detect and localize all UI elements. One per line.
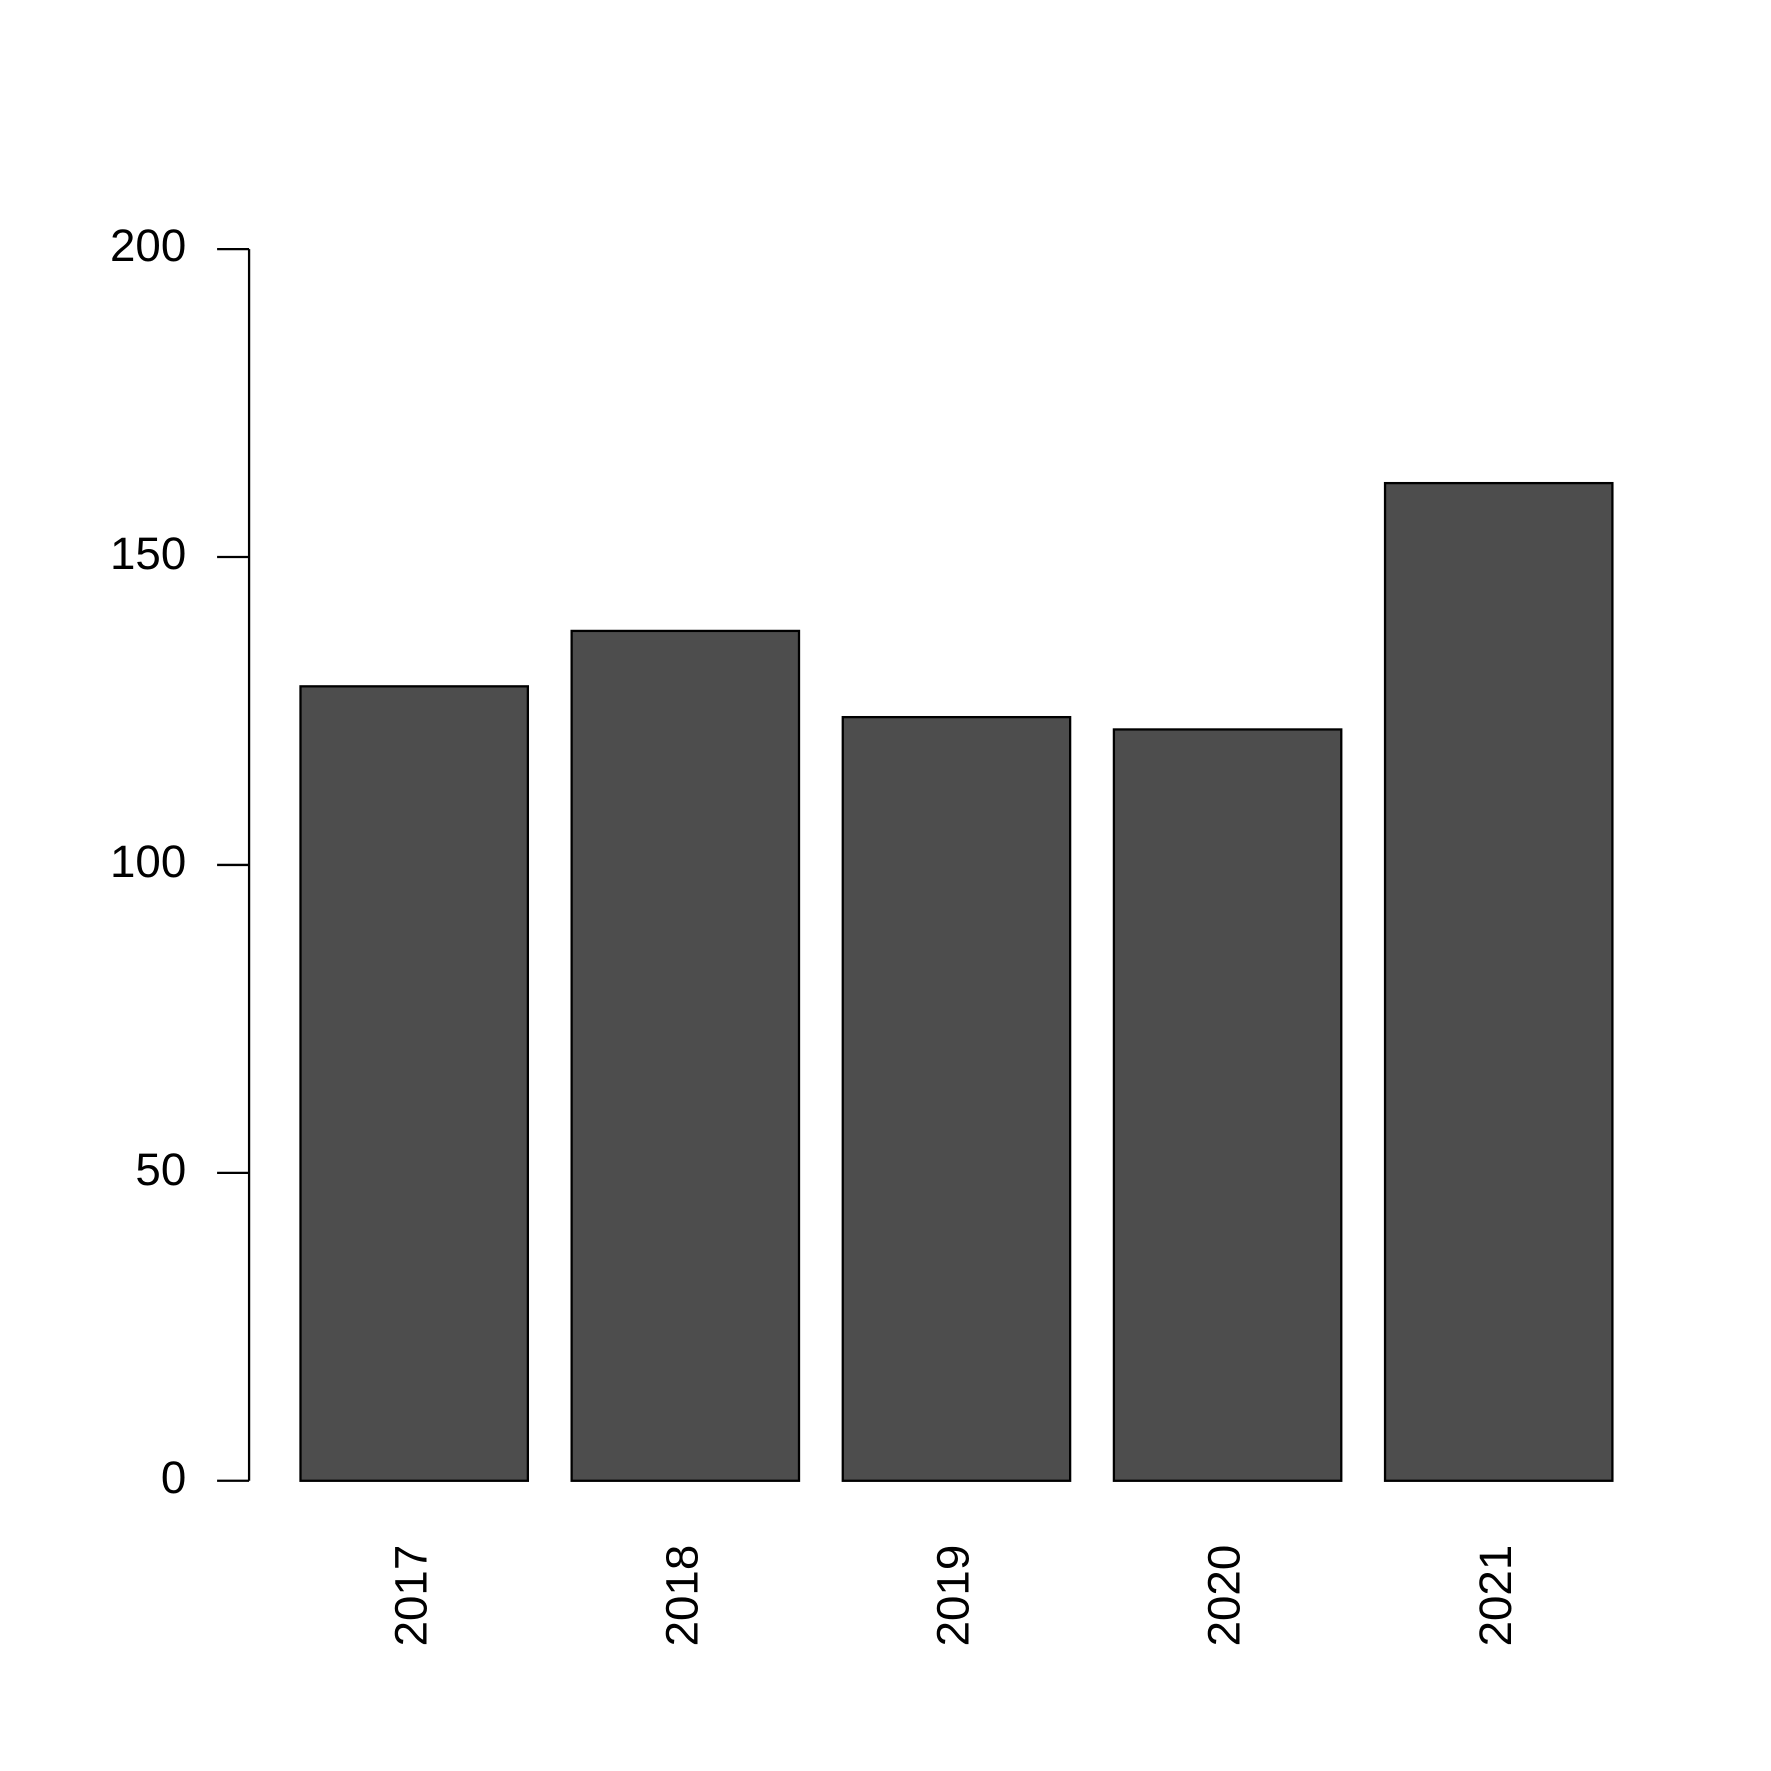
bar <box>1383 481 1614 1482</box>
bar <box>299 685 530 1482</box>
y-tick-label: 50 <box>135 1144 186 1195</box>
x-tick-label: 2018 <box>656 1545 707 1647</box>
x-tick-label: 2019 <box>928 1545 979 1647</box>
y-tick-label: 150 <box>110 528 186 579</box>
y-tick-label: 200 <box>110 220 186 271</box>
y-tick-label: 100 <box>110 836 186 887</box>
x-tick-label: 2021 <box>1470 1545 1521 1647</box>
bar <box>1112 728 1343 1482</box>
y-tick-label: 0 <box>161 1452 186 1503</box>
bar <box>570 629 801 1482</box>
x-tick-label: 2020 <box>1199 1545 1250 1647</box>
x-tick-label: 2017 <box>385 1545 436 1647</box>
bar <box>841 715 1072 1482</box>
